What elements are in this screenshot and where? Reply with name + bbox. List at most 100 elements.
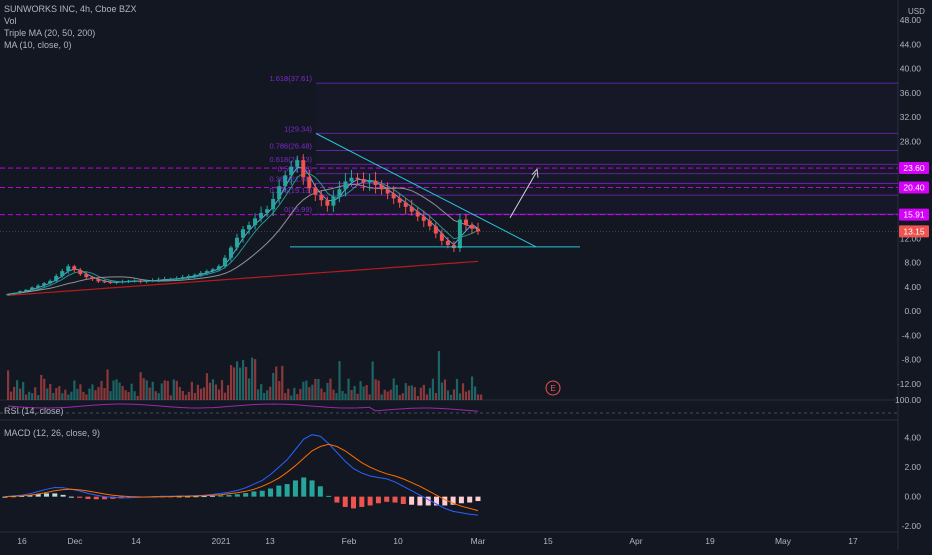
volume-bar — [70, 391, 73, 400]
candle-body — [331, 196, 336, 206]
candle-body — [397, 198, 402, 203]
volume-bar — [329, 378, 332, 400]
volume-bar — [79, 384, 82, 400]
candle-body — [445, 240, 450, 246]
volume-bar — [284, 393, 287, 400]
macd-histogram-bar — [27, 495, 33, 497]
macd-histogram-bar — [68, 496, 74, 498]
volume-bar — [52, 392, 55, 400]
volume-bar — [148, 387, 151, 400]
macd-legend: MACD (12, 26, close, 9) — [4, 428, 101, 438]
volume-bars — [7, 351, 483, 400]
volume-bar — [82, 391, 85, 400]
candle-body — [476, 228, 480, 232]
volume-bar — [386, 391, 389, 400]
candle-body — [403, 202, 408, 207]
candle-body — [90, 277, 95, 279]
volume-bar — [211, 379, 215, 400]
candle-body — [247, 225, 252, 230]
volume-bar — [428, 388, 431, 400]
volume-bar — [377, 380, 380, 400]
candle-body — [30, 287, 35, 290]
volume-bar — [251, 357, 254, 400]
macd-histogram-bar — [292, 480, 298, 497]
candle-body — [60, 271, 65, 276]
fib-level-label: 1.618(37.61) — [269, 74, 312, 83]
vol-legend: Vol — [4, 16, 17, 26]
candle-body — [379, 185, 384, 190]
candle-body — [18, 291, 23, 293]
date-tick-label: 13 — [265, 536, 275, 546]
volume-bar — [187, 391, 190, 400]
volume-bar — [263, 392, 266, 400]
volume-bar — [335, 393, 338, 400]
volume-bar — [34, 387, 37, 400]
ma50-line — [7, 183, 479, 295]
volume-bar — [380, 394, 383, 400]
macd-histogram-bar — [409, 496, 415, 505]
volume-bar — [470, 376, 474, 400]
volume-bar — [151, 381, 154, 400]
volume-bar — [302, 381, 305, 400]
volume-bar — [434, 392, 438, 400]
macd-pane — [2, 434, 481, 516]
drawings: E — [290, 133, 580, 396]
candle-body — [415, 211, 420, 217]
volume-bar — [196, 384, 200, 400]
volume-bar — [467, 390, 471, 400]
volume-bar — [359, 381, 362, 400]
volume-bar — [407, 385, 410, 400]
candle-body — [138, 280, 143, 282]
volume-bar — [350, 389, 353, 400]
candle-body — [96, 278, 101, 282]
macd-histogram-bar — [35, 494, 41, 497]
volume-bar — [365, 385, 368, 400]
price-badge — [899, 162, 929, 175]
volume-bar — [356, 393, 359, 400]
candle-body — [36, 285, 41, 288]
volume-bar — [193, 393, 196, 400]
candle-body — [259, 212, 264, 219]
ma200-line — [7, 260, 479, 296]
volume-bar — [437, 351, 441, 400]
price-tick-label: 28.00 — [900, 136, 922, 146]
candle-body — [439, 233, 444, 241]
candle-body — [355, 177, 360, 179]
macd-histogram-bar — [434, 496, 440, 506]
macd-histogram-bar — [326, 495, 332, 497]
volume-bar — [97, 387, 100, 400]
volume-bar — [226, 385, 230, 400]
macd-histogram-bar — [400, 496, 406, 504]
candle-body — [283, 175, 288, 187]
volume-bar — [43, 378, 46, 400]
candle-body — [325, 200, 330, 206]
volume-bar — [275, 366, 278, 400]
symbol-title: SUNWORKS INC, 4h, Cboe BZX — [4, 4, 137, 14]
volume-bar — [40, 374, 43, 400]
macd-histogram-bar — [467, 496, 473, 503]
candle-body — [457, 219, 462, 249]
candle-body — [234, 237, 239, 248]
volume-bar — [88, 388, 91, 400]
volume-bar — [61, 393, 64, 400]
volume-bar — [238, 367, 242, 400]
volume-bar — [260, 384, 263, 400]
date-tick-label: 16 — [17, 536, 27, 546]
date-tick-label: 14 — [131, 536, 141, 546]
candle-body — [385, 189, 390, 194]
candle-body — [108, 282, 113, 284]
volume-bar — [145, 380, 148, 400]
volume-bar — [127, 392, 130, 400]
volume-bar — [425, 394, 428, 400]
candle-body — [228, 247, 233, 258]
macd-histogram-bar — [425, 496, 431, 506]
volume-bar — [118, 382, 121, 400]
volume-bar — [362, 386, 365, 400]
macd-histogram-bar — [334, 496, 340, 503]
macd-histogram-bar — [2, 496, 8, 498]
volume-bar — [85, 394, 88, 400]
macd-histogram-bar — [351, 496, 357, 509]
candle-body — [174, 278, 179, 280]
